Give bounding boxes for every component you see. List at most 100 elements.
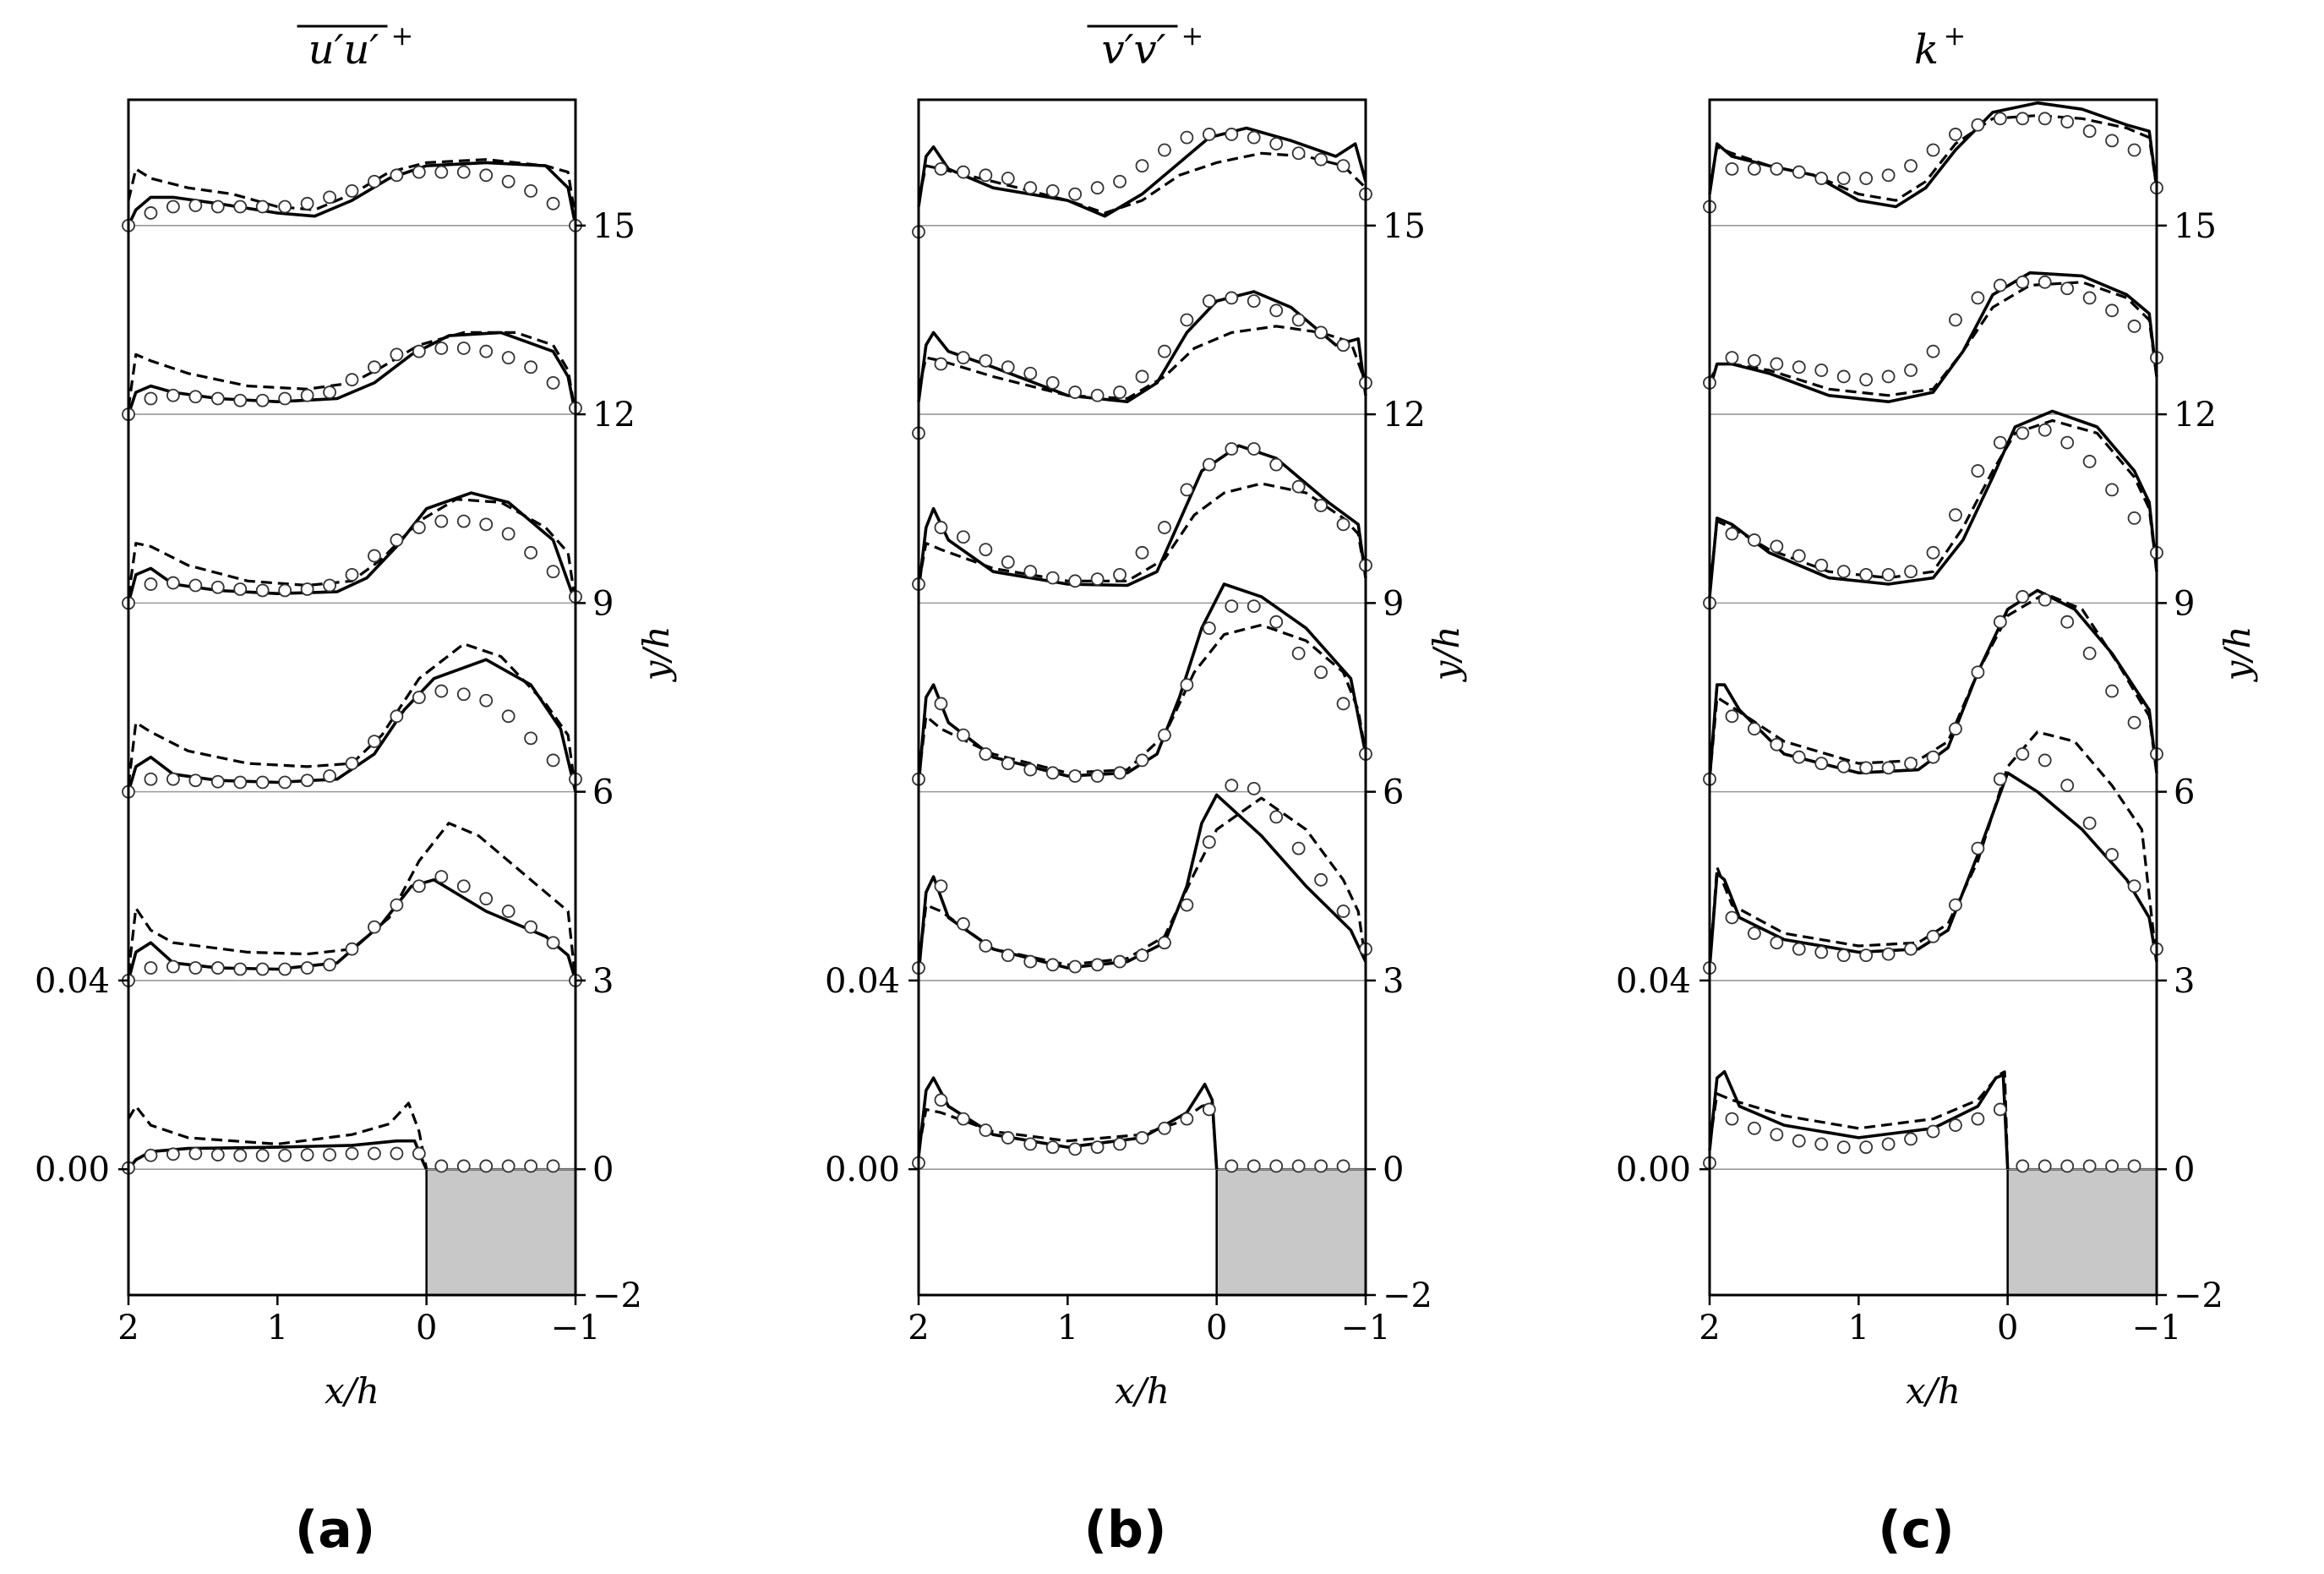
data-point (390, 898, 404, 912)
data-point (233, 582, 248, 596)
panel-title: k + (1914, 19, 1966, 74)
dashed-line (127, 498, 577, 604)
dashed-line (917, 1101, 1219, 1170)
profile-15 (122, 158, 582, 232)
data-point (479, 892, 494, 906)
data-point (1314, 1159, 1328, 1173)
axes-frame (917, 98, 1367, 1297)
data-point (1836, 948, 1851, 963)
data-point (479, 693, 494, 708)
data-point (1836, 565, 1851, 579)
solid-line (127, 491, 577, 604)
data-point (368, 735, 381, 748)
solid-line (1708, 588, 2158, 779)
data-point (957, 351, 970, 365)
profile-9 (1703, 409, 2163, 610)
solid-line (1708, 1070, 2010, 1170)
data-point (1971, 464, 1985, 478)
data-point (2016, 1159, 2030, 1173)
data-point (1904, 565, 1918, 579)
data-point (1336, 905, 1350, 918)
data-point (1904, 159, 1918, 173)
data-point (524, 1159, 537, 1173)
data-point (1949, 313, 1962, 327)
data-point (1971, 841, 1985, 855)
data-point (144, 577, 158, 591)
data-point (1068, 769, 1083, 783)
data-point (1814, 558, 1829, 572)
data-point (1180, 483, 1194, 497)
data-point (1180, 130, 1194, 145)
data-point (979, 353, 993, 368)
data-point (188, 578, 203, 593)
data-point (1225, 1159, 1239, 1173)
data-point (1881, 567, 1896, 582)
data-point (368, 920, 381, 934)
y-tick-label-right: 3 (592, 962, 614, 1001)
data-point (1202, 1102, 1216, 1117)
data-point (1135, 1131, 1149, 1145)
data-point (1949, 722, 1962, 736)
data-point (1993, 615, 2007, 629)
data-point (524, 920, 537, 934)
data-point (501, 527, 516, 541)
y-axis-label: y/h (1426, 626, 1467, 682)
y-axis-label: y/h (2217, 626, 2258, 682)
data-point (2038, 112, 2052, 126)
data-point (2127, 715, 2141, 730)
y-tick-label-left: 0.04 (35, 962, 110, 1001)
solid-line (1708, 101, 2158, 209)
data-point (1792, 549, 1806, 563)
data-point (1068, 187, 1083, 201)
data-point (188, 199, 203, 212)
data-point (2082, 124, 2097, 139)
data-point (1045, 184, 1060, 198)
x-tick-label: −1 (2132, 1309, 2182, 1347)
data-point (412, 1146, 426, 1161)
data-point (255, 199, 270, 214)
data-point (1158, 728, 1171, 742)
data-point (2105, 684, 2119, 698)
data-point (957, 917, 970, 931)
axes-frame (127, 98, 577, 1297)
data-point (2060, 281, 2075, 296)
data-point (2038, 593, 2052, 607)
profile-15 (1703, 101, 2163, 214)
data-point (1926, 750, 1940, 764)
data-point (479, 344, 494, 358)
data-point (979, 168, 993, 183)
y-tick-label-right: 9 (2174, 584, 2195, 623)
y-tick-label-right: 0 (592, 1150, 614, 1189)
data-point (2016, 426, 2030, 440)
data-point (1113, 385, 1127, 399)
data-point (1202, 294, 1216, 309)
data-point (1859, 761, 1874, 775)
profile-0 (912, 1076, 1350, 1173)
data-point (255, 962, 270, 976)
data-point (2127, 511, 2141, 525)
x-tick-label: 1 (1848, 1309, 1869, 1347)
data-point (2105, 848, 2119, 861)
data-point (188, 390, 203, 404)
data-point (1814, 945, 1829, 959)
dashed-line (1708, 1070, 2010, 1170)
data-point (1045, 375, 1060, 390)
data-point (412, 879, 426, 894)
data-point (979, 1123, 993, 1137)
panel-title-text: u′u′ (308, 26, 379, 74)
data-point (1001, 555, 1015, 569)
axes-frame (1708, 98, 2158, 1297)
x-tick-label: 2 (908, 1309, 929, 1347)
data-point (1180, 313, 1194, 327)
data-point (1269, 137, 1284, 150)
data-point (1747, 533, 1761, 547)
data-point (434, 870, 449, 883)
data-point (1023, 1137, 1038, 1151)
y-tick-label-right: −2 (1383, 1276, 1432, 1315)
solid-line (917, 290, 1367, 403)
profile-12 (122, 331, 582, 422)
data-point (1336, 697, 1350, 711)
data-point (1971, 1112, 1985, 1126)
data-point (390, 709, 404, 724)
data-point (2082, 455, 2097, 468)
